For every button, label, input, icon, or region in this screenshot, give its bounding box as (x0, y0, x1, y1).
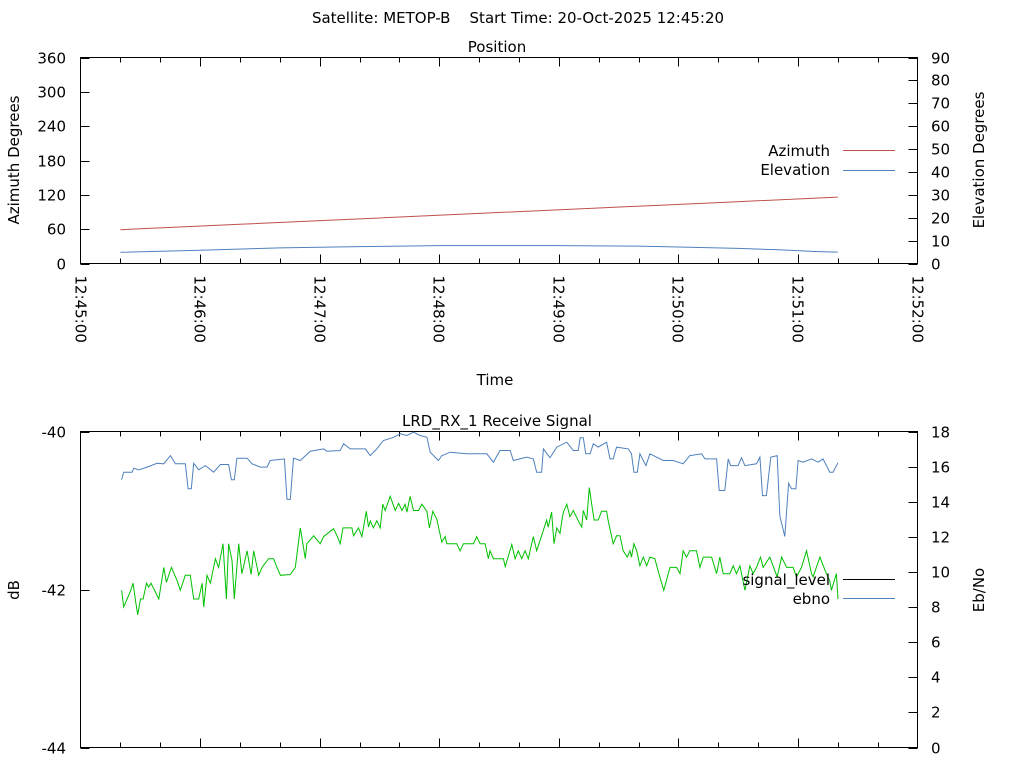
legend-label-signal-level: signal_level (742, 571, 830, 590)
x-tick-label: 12:50:00 (669, 276, 687, 343)
y2-tick-label: 20 (931, 210, 950, 228)
y2-tick-label: 14 (931, 494, 950, 512)
y-tick-label: 360 (37, 50, 66, 68)
y2-tick-label: 16 (931, 459, 950, 477)
x-tick-label: 12:45:00 (72, 276, 90, 343)
y2-tick-label: 10 (931, 233, 950, 251)
y2-tick-label: 50 (931, 141, 950, 159)
x-tick-label: 12:46:00 (191, 276, 209, 343)
series-line-azimuth (120, 196, 838, 231)
y2-tick-label: 80 (931, 72, 950, 90)
elevation-axis-label: Elevation Degrees (970, 91, 988, 228)
y2-tick-label: 60 (931, 118, 950, 136)
y2-tick-label: 8 (931, 599, 941, 617)
y-tick-label: -42 (42, 582, 67, 600)
y2-tick-label: 2 (931, 704, 941, 722)
y-tick-label: -40 (42, 424, 67, 442)
y-tick-label: 0 (56, 256, 66, 274)
x-tick-label: 12:51:00 (789, 276, 807, 343)
series-line-signal-trace (121, 487, 839, 615)
ebno-axis-label: Eb/No (970, 568, 988, 612)
series-line-ebno-trace (121, 431, 839, 537)
y2-tick-label: 0 (931, 740, 941, 758)
y-tick-label: 60 (47, 221, 66, 239)
position-legend: Azimuth Elevation (760, 142, 895, 179)
receive-signal-chart-title: LRD_RX_1 Receive Signal (402, 412, 592, 431)
y2-tick-label: 6 (931, 634, 941, 652)
x-tick-label: 12:48:00 (430, 276, 448, 343)
y2-tick-label: 30 (931, 187, 950, 205)
legend-label-ebno: ebno (793, 590, 830, 608)
x-tick-label: 12:47:00 (311, 276, 329, 343)
x-tick-label: 12:52:00 (909, 276, 927, 343)
y-tick-label: 120 (37, 187, 66, 205)
y-tick-label: 180 (37, 153, 66, 171)
position-chart-title: Position (468, 38, 526, 56)
y2-tick-label: 70 (931, 95, 950, 113)
y-tick-label: -44 (42, 740, 67, 758)
y2-tick-label: 4 (931, 669, 941, 687)
position-chart: Position Azimuth Degrees Elevation Degre… (5, 38, 988, 389)
receive-signal-chart: LRD_RX_1 Receive Signal dB Eb/No -40 -42 -… (5, 412, 988, 758)
series-line-elevation (120, 245, 838, 253)
time-axis-label: Time (476, 371, 514, 389)
legend-label-azimuth: Azimuth (768, 142, 830, 160)
page-title: Satellite: METOP-B Start Time: 20-Oct-20… (312, 9, 724, 27)
y2-tick-label: 10 (931, 564, 950, 582)
position-plot-frame (80, 57, 918, 264)
y2-tick-label: 0 (931, 256, 941, 274)
receive-plot-frame (80, 431, 918, 748)
receive-legend: signal_level ebno (742, 571, 895, 608)
y2-tick-label: 18 (931, 424, 950, 442)
x-tick-label: 12:49:00 (550, 276, 568, 343)
y-tick-label: 300 (37, 84, 66, 102)
y2-tick-label: 12 (931, 529, 950, 547)
legend-label-elevation: Elevation (760, 161, 830, 179)
y-tick-label: 240 (37, 118, 66, 136)
db-axis-label: dB (5, 580, 23, 600)
azimuth-axis-label: Azimuth Degrees (5, 95, 23, 224)
y2-tick-label: 90 (931, 50, 950, 68)
y2-tick-label: 40 (931, 164, 950, 182)
